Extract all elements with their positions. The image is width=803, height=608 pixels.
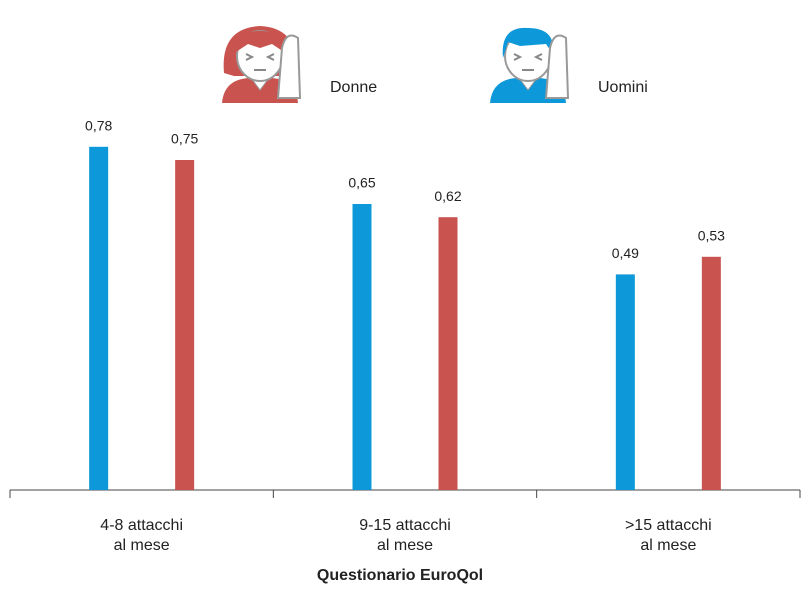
icon-fringe bbox=[236, 30, 284, 52]
bar bbox=[352, 204, 372, 490]
bar bbox=[438, 217, 458, 490]
icon-hand bbox=[276, 34, 302, 99]
legend-label: Uomini bbox=[598, 79, 648, 96]
icon-eyes bbox=[245, 53, 275, 71]
legend-icon bbox=[222, 26, 302, 103]
icon-eyes bbox=[513, 53, 543, 71]
icon-hair bbox=[502, 27, 554, 58]
x-tick-label: 4-8 attacchi al mese bbox=[100, 517, 183, 554]
value-label: 0,53 bbox=[698, 228, 725, 244]
value-label: 0,62 bbox=[434, 188, 461, 204]
legend-icon bbox=[490, 27, 570, 103]
x-tick-label: 9-15 attacchi al mese bbox=[359, 517, 451, 554]
bar bbox=[175, 160, 195, 490]
value-label: 0,75 bbox=[171, 131, 198, 147]
bar bbox=[701, 256, 721, 490]
x-tick-label: >15 attacchi al mese bbox=[625, 517, 712, 554]
icon-hand bbox=[544, 34, 570, 99]
value-label: 0,49 bbox=[612, 245, 639, 261]
bar bbox=[615, 274, 635, 490]
legend-label: Donne bbox=[330, 79, 377, 96]
chart-title: Questionario EuroQol bbox=[317, 567, 483, 584]
value-label: 0,78 bbox=[85, 118, 112, 134]
bar bbox=[89, 146, 109, 491]
value-label: 0,65 bbox=[348, 175, 375, 191]
